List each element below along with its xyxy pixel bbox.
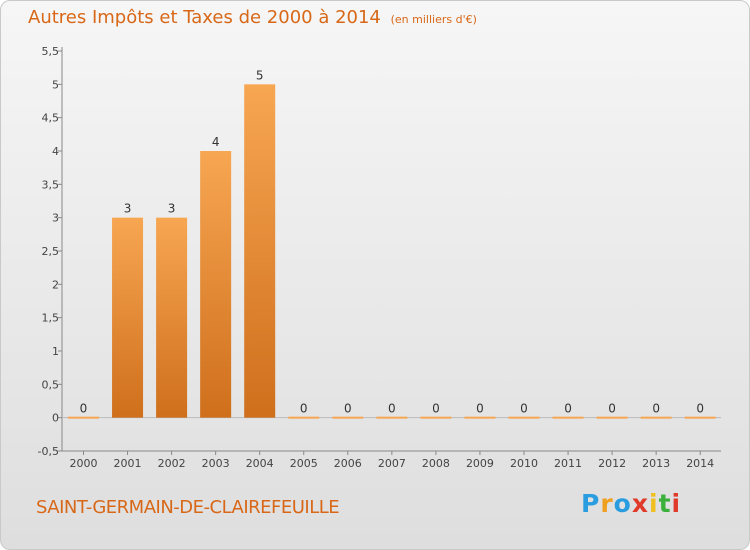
data-label: 0 [300,402,308,416]
x-tick-label: 2009 [466,457,494,470]
bar [420,416,452,419]
bar [640,416,672,419]
y-tick-label: 3,5 [42,178,60,191]
bar [464,416,496,419]
x-tick-label: 2008 [422,457,450,470]
bar [200,151,232,418]
x-tick-label: 2011 [554,457,582,470]
x-tick-label: 2013 [642,457,670,470]
chart-title-text: Autres Impôts et Taxes de 2000 à 2014 [28,7,381,28]
logo-letter: i [649,489,659,518]
x-tick-label: 2010 [510,457,538,470]
bar [68,416,99,419]
logo-letter: t [658,489,672,518]
x-tick-label: 2003 [202,457,230,470]
data-label: 0 [476,402,484,416]
logo-letter: P [581,489,601,518]
bar [508,416,540,419]
logo-letter: o [613,489,632,518]
y-tick-label: 3 [52,212,59,225]
y-tick-label: 2 [52,278,59,291]
y-tick-label: -0,5 [38,445,59,458]
chart-unit: (en milliers d'€) [390,13,477,26]
y-tick-label: 1,5 [42,312,60,325]
bar [244,84,276,418]
y-tick-label: 5,5 [42,45,60,58]
x-tick-label: 2002 [158,457,186,470]
y-tick-label: 0,5 [42,378,60,391]
data-label: 0 [344,402,352,416]
bar [596,416,628,419]
x-tick-label: 2007 [378,457,406,470]
bar [332,416,364,419]
data-label: 0 [564,402,572,416]
x-tick-label: 2006 [334,457,362,470]
data-label: 3 [124,202,132,216]
x-tick-label: 2001 [114,457,142,470]
data-label: 0 [652,402,660,416]
proxiti-logo: Proxiti [581,489,681,518]
bar [552,416,584,419]
data-label: 0 [608,402,616,416]
chart-title: Autres Impôts et Taxes de 2000 à 2014 (e… [28,7,477,28]
data-label: 0 [520,402,528,416]
logo-letter: x [631,489,649,518]
data-label: 0 [388,402,396,416]
y-tick-label: 4 [52,145,59,158]
y-tick-label: 2,5 [42,245,60,258]
logo-letter: i [671,489,682,518]
bar [684,416,716,419]
bar [156,217,188,418]
bar [376,416,408,419]
data-label: 3 [168,202,176,216]
y-tick-label: 5 [52,78,59,91]
y-tick-label: 1 [52,345,59,358]
data-label: 4 [212,135,220,149]
x-tick-label: 2012 [598,457,626,470]
data-label: 0 [696,402,704,416]
logo-letter: r [600,489,614,518]
data-label: 5 [256,68,264,82]
bar [112,217,144,418]
x-tick-label: 2014 [686,457,714,470]
data-label: 0 [432,402,440,416]
data-label: 0 [80,402,88,416]
x-tick-label: 2004 [246,457,274,470]
y-tick-label: 0 [52,412,59,425]
commune-name: SAINT-GERMAIN-DE-CLAIREFEUILLE [36,497,340,518]
bar [288,416,320,419]
x-tick-label: 2005 [290,457,318,470]
x-tick-label: 2000 [70,457,98,470]
y-tick-label: 4,5 [42,112,60,125]
